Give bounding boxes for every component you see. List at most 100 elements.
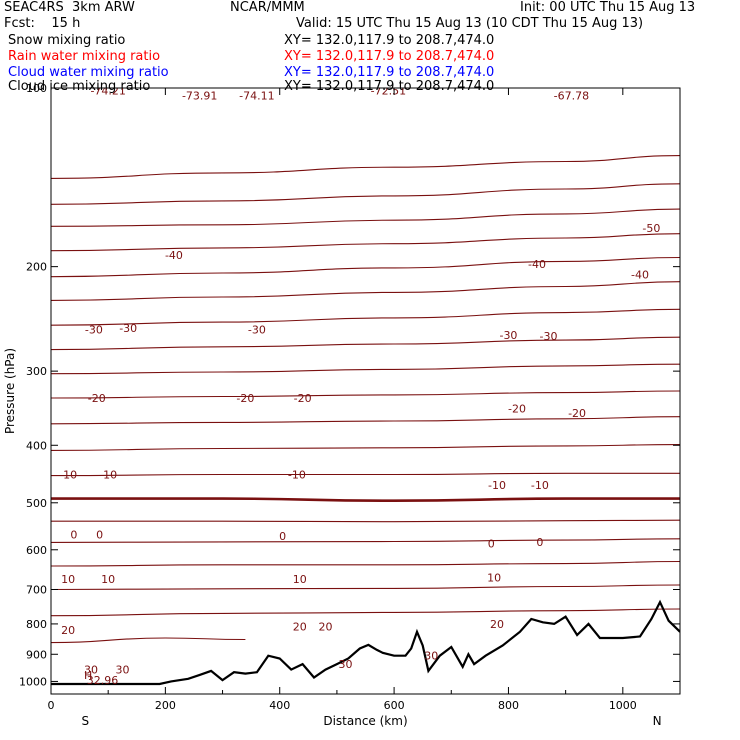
contour-label: 10 [487, 571, 501, 584]
high-marker: H [84, 669, 92, 682]
field-xy-rain: XY= 132.0,117.9 to 208.7,474.0 [284, 49, 495, 64]
contour-label: -40 [165, 249, 183, 262]
contour-label: 30 [424, 649, 438, 662]
low-marker: L [563, 71, 570, 84]
contour-line-m55 [51, 208, 680, 227]
x-tick-label: 200 [155, 699, 176, 712]
x-tick-label: 0 [48, 699, 55, 712]
field-xy-snow: XY= 132.0,117.9 to 208.7,474.0 [284, 33, 495, 48]
x-tick-label: 400 [269, 699, 290, 712]
low-marker: L [380, 69, 387, 82]
valid-time: Valid: 15 UTC Thu 15 Aug 13 (10 CDT Thu … [296, 16, 644, 31]
low-marker: L [239, 69, 246, 82]
contour-line-15 [51, 560, 680, 567]
y-tick-label: 500 [26, 497, 47, 510]
contour-label: 20 [490, 618, 504, 631]
y-axis-title: Pressure (hPa) [3, 348, 17, 434]
x-tick-label: 600 [384, 699, 405, 712]
contour-line-m65 [51, 155, 680, 179]
contour-line-m35 [51, 308, 680, 326]
contour-line-m30 [51, 336, 680, 351]
contour-line-0 [51, 497, 680, 503]
y-tick-label: 400 [26, 439, 47, 452]
terrain-line [51, 599, 680, 686]
y-tick-label: 1000 [19, 675, 47, 688]
contour-label: 30 [84, 664, 98, 677]
contour-label: 0 [488, 538, 495, 551]
contour-label: -30 [499, 329, 517, 342]
contour-label: -10 [99, 468, 117, 481]
contour-label: 20 [61, 624, 75, 637]
init-time: Init: 00 UTC Thu 15 Aug 13 [520, 0, 696, 15]
x-axis-title: Distance (km) [323, 714, 407, 728]
contour-line-m10 [51, 444, 680, 451]
contour-label: -20 [568, 407, 586, 420]
y-tick-label: 200 [26, 261, 47, 274]
organization-label: NCAR/MMM [230, 0, 305, 15]
contour-label: -30 [248, 323, 266, 336]
model-title: SEAC4RS 3km ARW [4, 0, 135, 15]
y-tick-label: 100 [26, 82, 47, 95]
contour-line-20 [51, 584, 680, 591]
contour-label: -30 [539, 330, 557, 343]
contour-label: -10 [288, 468, 306, 481]
contour-line-25 [51, 608, 680, 617]
forecast-hour: Fcst: 15 h [4, 16, 81, 31]
contour-label: 20 [318, 620, 332, 633]
low-marker: L [185, 69, 192, 82]
contour-label: 10 [61, 573, 75, 586]
contour-label: -10 [531, 479, 549, 492]
contour-label: 10 [293, 573, 307, 586]
contour-label: -30 [85, 323, 103, 336]
contour-label: 0 [70, 529, 77, 542]
south-end-label: S [81, 714, 89, 728]
plot-area: -74.21 -73.91 -74.11 -72.51 -67.78 32.96 -50 -4… [51, 69, 680, 687]
contour-label: -74.11 [239, 90, 274, 103]
contour-label: -74.21 [90, 85, 125, 98]
contour-label: 30 [338, 658, 352, 671]
x-tick-label: 1000 [609, 699, 637, 712]
contour-label: -50 [642, 222, 660, 235]
contour-label: -73.91 [182, 90, 217, 103]
contour-line-10 [51, 538, 680, 543]
x-tick-label: 800 [498, 699, 519, 712]
field-label-rain: Rain water mixing ratio [8, 49, 161, 64]
contour-label: -20 [88, 392, 106, 405]
contour-label: 30 [115, 664, 129, 677]
contour-label: 0 [96, 529, 103, 542]
contour-line-m25 [51, 363, 680, 375]
contour-label: -72.51 [371, 85, 406, 98]
contour-label: -20 [294, 392, 312, 405]
field-label-cloud-water: Cloud water mixing ratio [8, 65, 169, 80]
y-tick-label: 300 [26, 365, 47, 378]
field-xy-cloud-water: XY= 132.0,117.9 to 208.7,474.0 [284, 65, 495, 80]
contour-label: -10 [59, 468, 77, 481]
field-label-cloud-ice: Cloud ice mixing ratio [8, 79, 151, 94]
north-end-label: N [653, 714, 662, 728]
contour-label: 10 [101, 573, 115, 586]
contour-label: -20 [508, 403, 526, 416]
plot-frame [50, 87, 681, 695]
contour-label: 0 [279, 530, 286, 543]
contour-label: -30 [119, 322, 137, 335]
low-marker: L [102, 69, 109, 82]
field-label-snow: Snow mixing ratio [8, 33, 126, 48]
y-tick-label: 800 [26, 618, 47, 631]
contour-label: -67.78 [554, 90, 589, 103]
contour-label: -40 [631, 268, 649, 281]
contour-label: -10 [488, 479, 506, 492]
field-xy-cloud-ice: XY= 132.0,117.9 to 208.7,474.0 [284, 79, 495, 94]
contour-label: -20 [236, 392, 254, 405]
contour-line-m5 [51, 472, 680, 477]
y-tick-label: 700 [26, 584, 47, 597]
contour-line-m15 [51, 416, 680, 425]
contour-label: 0 [536, 536, 543, 549]
contour-label: 20 [293, 620, 307, 633]
contour-line-m40 [51, 281, 680, 301]
contour-line-m50 [51, 233, 680, 252]
contour-line-30 [51, 637, 246, 644]
contour-line-5 [51, 519, 680, 523]
contour-line-m20 [51, 390, 680, 399]
